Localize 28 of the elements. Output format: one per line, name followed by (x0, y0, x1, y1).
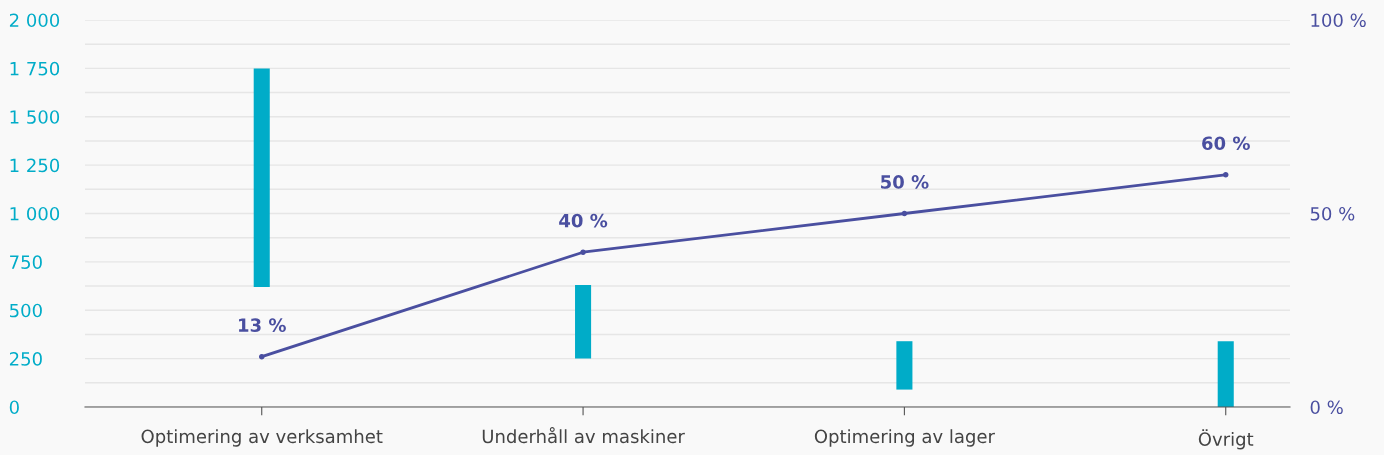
y2-tick-label: 0 % (1310, 400, 1343, 415)
x-tick-label: Underhåll av maskiner (482, 427, 685, 444)
data-label: 40 % (559, 213, 608, 228)
bar (896, 341, 913, 390)
point (1222, 172, 1229, 178)
y-tick-label: 1 500 (10, 110, 60, 124)
x-tick-label: Övrigt (1198, 429, 1254, 450)
bar (1217, 341, 1234, 407)
data-label: 13 % (239, 318, 286, 332)
y-tick-label: 1 000 (10, 206, 60, 221)
point (258, 353, 265, 360)
x-tick-label: Optimering av verksamhet (141, 429, 383, 447)
y-tick-label: 1 250 (10, 158, 60, 173)
y2-tick-label: 100 % (1311, 13, 1366, 28)
point (901, 210, 908, 217)
y-tick-label: 2 000 (9, 13, 60, 28)
data-label: 60 % (1202, 136, 1250, 151)
y-tick-label: 250 (9, 352, 42, 366)
y2-tick-label: 50 % (1310, 206, 1355, 221)
x-tick-label: Optimering av lager (814, 429, 995, 447)
y-tick-label: 1 750 (10, 61, 60, 76)
bar (253, 68, 270, 288)
y-tick-label: 750 (10, 255, 42, 269)
y-tick-label: 0 (9, 400, 19, 415)
data-label: 50 % (881, 175, 929, 189)
bar (575, 285, 592, 359)
point (580, 249, 586, 255)
y-tick-label: 500 (10, 303, 42, 318)
